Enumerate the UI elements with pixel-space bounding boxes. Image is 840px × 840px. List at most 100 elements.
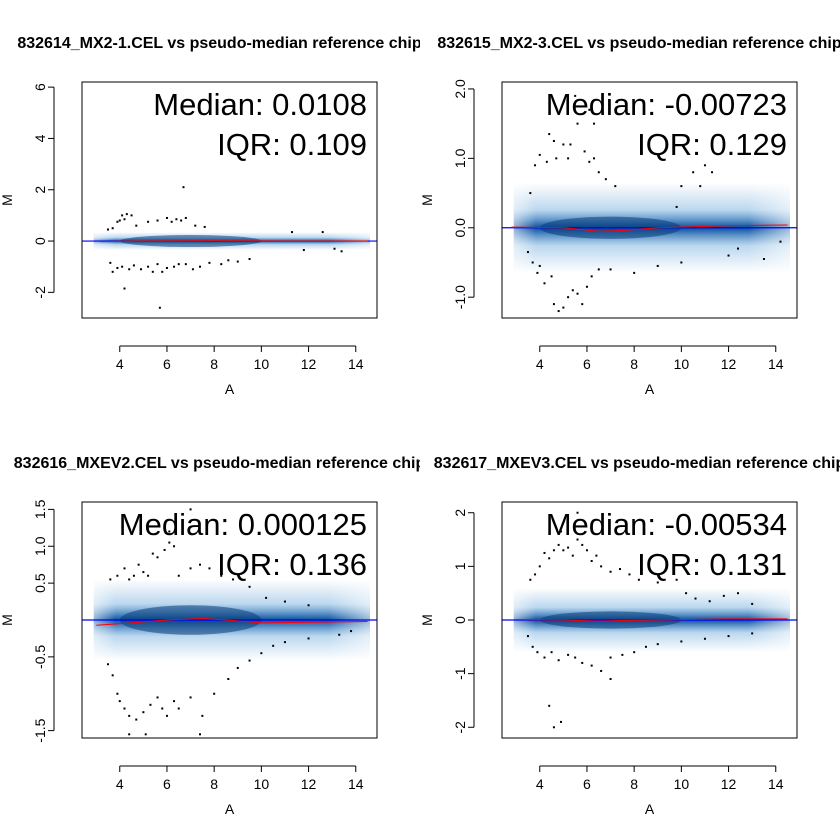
median-annotation: Median: -0.00534 xyxy=(546,507,787,542)
outlier-point xyxy=(543,551,546,554)
x-tick-label: 4 xyxy=(536,356,544,372)
outlier-point xyxy=(142,571,145,574)
outlier-point xyxy=(260,652,263,655)
outlier-point xyxy=(597,268,600,271)
outlier-point xyxy=(123,218,126,221)
y-tick-label: -1 xyxy=(452,667,468,680)
outlier-point xyxy=(147,574,150,577)
outlier-point xyxy=(142,711,145,714)
outlier-point xyxy=(189,696,192,699)
outlier-point xyxy=(158,306,161,309)
outlier-point xyxy=(307,637,310,640)
outlier-point xyxy=(534,164,537,167)
outlier-point xyxy=(552,140,555,142)
outlier-point xyxy=(703,164,706,167)
outlier-point xyxy=(132,264,135,267)
y-axis-label: M xyxy=(419,614,435,626)
outlier-point xyxy=(147,265,150,268)
outlier-point xyxy=(567,546,570,549)
y-tick-label: -2 xyxy=(452,721,468,734)
panel-title: 832615_MX2-3.CEL vs pseudo-median refere… xyxy=(437,35,840,52)
outlier-point xyxy=(562,549,565,552)
outlier-point xyxy=(220,574,223,577)
outlier-point xyxy=(248,258,251,260)
outlier-point xyxy=(656,264,659,267)
x-axis-label: A xyxy=(225,381,235,397)
outlier-point xyxy=(302,249,305,252)
outlier-point xyxy=(125,213,128,216)
y-tick-label: 1.5 xyxy=(32,499,48,519)
y-tick-label: -1.5 xyxy=(32,718,48,742)
outlier-point xyxy=(272,644,275,647)
outlier-point xyxy=(543,282,546,285)
outlier-point xyxy=(184,263,187,266)
outlier-point xyxy=(590,522,593,525)
outlier-point xyxy=(619,568,621,571)
outlier-point xyxy=(232,578,235,581)
outlier-point xyxy=(762,258,765,260)
outlier-point xyxy=(109,578,112,581)
outlier-point xyxy=(628,573,631,576)
outlier-point xyxy=(338,633,341,636)
x-axis: 4 6 8 10 12 14 xyxy=(116,765,364,792)
outlier-point xyxy=(220,263,223,266)
outlier-point xyxy=(135,718,138,721)
outlier-point xyxy=(227,259,230,262)
outlier-point xyxy=(621,653,624,656)
outlier-point xyxy=(600,565,603,568)
outlier-point xyxy=(111,270,114,273)
outlier-point xyxy=(199,563,201,566)
outlier-point xyxy=(536,651,539,654)
outlier-point xyxy=(529,578,532,581)
outlier-point xyxy=(550,651,553,654)
outlier-point xyxy=(227,678,230,680)
y-tick-label: 2 xyxy=(32,186,48,194)
outlier-point xyxy=(151,552,154,555)
outlier-point xyxy=(163,548,166,551)
outlier-point xyxy=(737,592,739,595)
median-annotation: Median: 0.0108 xyxy=(153,87,367,122)
outlier-point xyxy=(111,674,114,677)
x-axis-label: A xyxy=(225,801,235,817)
x-tick-label: 6 xyxy=(163,356,171,372)
x-tick-label: 12 xyxy=(301,356,317,372)
outlier-point xyxy=(675,205,678,208)
plot-frame xyxy=(81,501,378,739)
outlier-point xyxy=(680,185,683,188)
iqr-annotation: IQR: 0.131 xyxy=(637,547,787,582)
outlier-point xyxy=(685,592,688,595)
outlier-point xyxy=(588,160,591,163)
outlier-point xyxy=(699,185,702,188)
outlier-point xyxy=(265,596,268,599)
outlier-point xyxy=(350,630,353,633)
iqr-annotation: IQR: 0.129 xyxy=(637,127,787,162)
outlier-point xyxy=(585,549,588,552)
outlier-point xyxy=(168,530,171,533)
outlier-point xyxy=(590,275,593,278)
outlier-point xyxy=(614,185,617,188)
iqr-annotation: IQR: 0.136 xyxy=(217,547,367,582)
outlier-point xyxy=(118,700,121,703)
outlier-point xyxy=(137,563,140,566)
x-tick-label: 6 xyxy=(583,356,591,372)
y-axis: -2 0 2 4 6 xyxy=(32,83,55,299)
outlier-point xyxy=(140,268,142,271)
y-axis: -1.5 -0.5 0.5 1.0 1.5 xyxy=(32,499,55,743)
y-axis-label: M xyxy=(419,194,435,206)
outlier-point xyxy=(633,271,636,274)
loess-curve xyxy=(96,617,368,626)
panel-title: 832616_MXEV2.CEL vs pseudo-median refere… xyxy=(14,455,426,472)
outlier-point xyxy=(562,306,565,309)
outlier-point xyxy=(543,656,546,659)
y-tick-label: 2.0 xyxy=(452,79,468,99)
outlier-point xyxy=(585,285,588,288)
outlier-point xyxy=(779,240,782,243)
outlier-point xyxy=(161,707,164,710)
outlier-point xyxy=(182,186,185,189)
outlier-point xyxy=(536,271,539,274)
outlier-point xyxy=(552,726,555,729)
outlier-point xyxy=(526,635,529,638)
outlier-point xyxy=(116,692,119,695)
outlier-point xyxy=(609,570,612,573)
